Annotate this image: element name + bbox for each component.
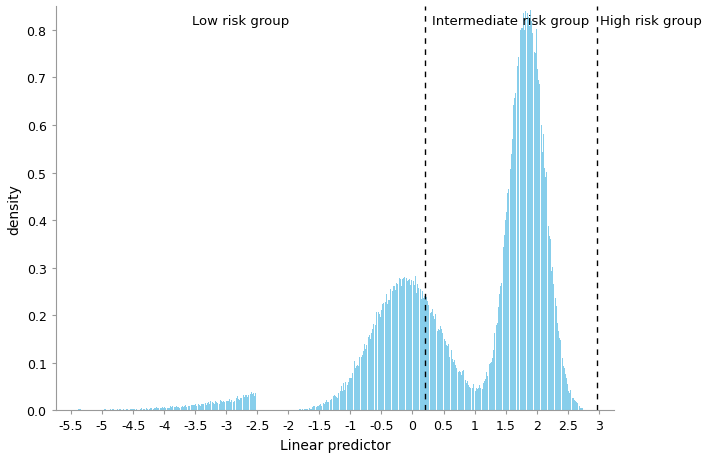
Text: Low risk group: Low risk group	[191, 15, 289, 28]
Text: Intermediate risk group: Intermediate risk group	[432, 15, 589, 28]
X-axis label: Linear predictor: Linear predictor	[279, 438, 390, 452]
Y-axis label: density: density	[7, 184, 21, 234]
Text: High risk group: High risk group	[600, 15, 702, 28]
